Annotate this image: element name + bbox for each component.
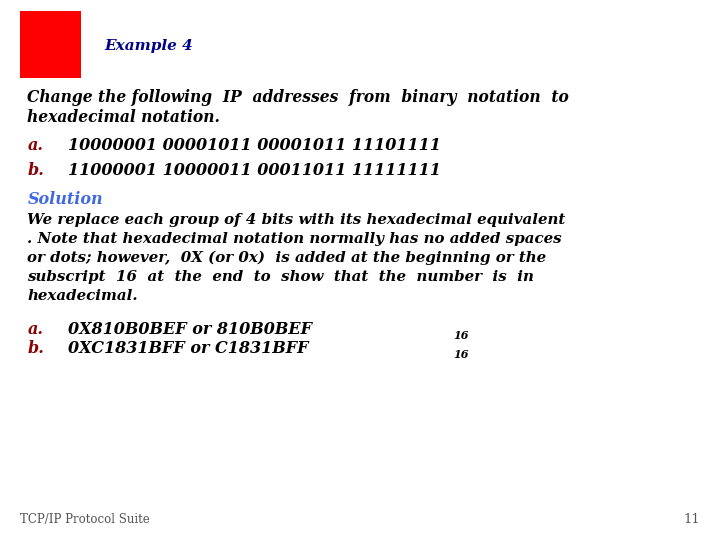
Text: TCP/IP Protocol Suite: TCP/IP Protocol Suite: [20, 513, 150, 526]
Text: We replace each group of 4 bits with its hexadecimal equivalent: We replace each group of 4 bits with its…: [27, 213, 566, 227]
Text: hexadecimal.: hexadecimal.: [27, 289, 138, 303]
Text: subscript  16  at  the  end  to  show  that  the  number  is  in: subscript 16 at the end to show that the…: [27, 270, 534, 284]
Text: 11000001 10000011 00011011 11111111: 11000001 10000011 00011011 11111111: [68, 161, 441, 179]
Text: a.: a.: [27, 137, 43, 154]
Text: b.: b.: [27, 340, 44, 357]
Text: 16: 16: [454, 349, 469, 360]
Text: 10000001 00001011 00001011 11101111: 10000001 00001011 00001011 11101111: [68, 137, 441, 154]
Text: or dots; however,  0X (or 0x)  is added at the beginning or the: or dots; however, 0X (or 0x) is added at…: [27, 251, 546, 265]
Text: Solution: Solution: [27, 191, 103, 208]
Text: 0XC1831BFF or C1831BFF: 0XC1831BFF or C1831BFF: [68, 340, 309, 357]
Bar: [20, 11, 81, 78]
Text: b.: b.: [27, 161, 44, 179]
Text: a.: a.: [27, 321, 43, 338]
Text: Example 4: Example 4: [104, 39, 193, 53]
Text: . Note that hexadecimal notation normally has no added spaces: . Note that hexadecimal notation normall…: [27, 232, 562, 246]
Text: hexadecimal notation.: hexadecimal notation.: [27, 109, 220, 126]
Text: 11: 11: [683, 513, 700, 526]
Text: 0X810B0BEF or 810B0BEF: 0X810B0BEF or 810B0BEF: [68, 321, 312, 338]
Text: Change the following  IP  addresses  from  binary  notation  to: Change the following IP addresses from b…: [27, 89, 570, 106]
Text: 16: 16: [454, 330, 469, 341]
